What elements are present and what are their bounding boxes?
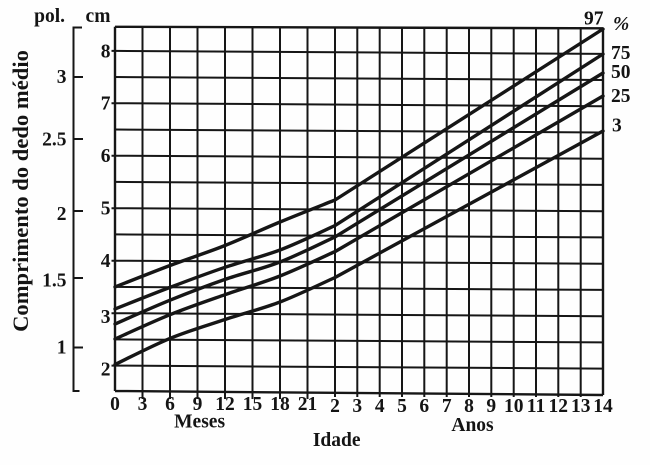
svg-text:2.5: 2.5 [42,130,67,151]
svg-text:3: 3 [101,307,111,328]
svg-text:25: 25 [611,86,631,107]
svg-text:12: 12 [215,394,235,415]
svg-text:12: 12 [549,396,569,417]
svg-text:3: 3 [612,116,622,137]
svg-text:3: 3 [57,67,67,88]
svg-text:Comprimento do dedo médio: Comprimento do dedo médio [8,50,33,332]
svg-text:1: 1 [57,338,67,359]
svg-text:6: 6 [101,146,111,167]
svg-text:14: 14 [593,396,613,417]
svg-text:21: 21 [298,394,318,415]
svg-text:8: 8 [101,41,111,62]
svg-text:2: 2 [330,396,340,417]
svg-text:15: 15 [243,394,263,415]
svg-text:Anos: Anos [451,415,494,436]
svg-text:7: 7 [101,94,111,115]
svg-text:pol.: pol. [34,6,65,27]
svg-text:4: 4 [375,396,385,417]
svg-text:3: 3 [352,396,362,417]
svg-text:7: 7 [442,396,452,417]
svg-text:10: 10 [504,396,524,417]
svg-text:18: 18 [270,394,290,415]
svg-text:75: 75 [611,43,631,64]
svg-text:2: 2 [57,204,67,225]
svg-text:5: 5 [397,396,407,417]
svg-text:6: 6 [419,396,429,417]
svg-text:Meses: Meses [174,412,225,433]
svg-text:8: 8 [464,396,474,417]
svg-text:cm: cm [86,6,111,27]
svg-text:2: 2 [101,360,111,381]
svg-text:0: 0 [110,394,120,415]
svg-text:9: 9 [193,394,203,415]
svg-text:1.5: 1.5 [42,270,67,291]
svg-text:3: 3 [138,394,148,415]
svg-text:5: 5 [101,199,111,220]
svg-text:97: 97 [584,9,604,30]
svg-text:13: 13 [571,396,591,417]
svg-text:50: 50 [611,62,631,83]
svg-text:9: 9 [486,396,496,417]
svg-text:4: 4 [101,251,111,272]
svg-text:11: 11 [527,396,545,417]
svg-text:6: 6 [165,394,175,415]
svg-text:%: % [613,14,629,35]
svg-text:Idade: Idade [313,430,361,451]
